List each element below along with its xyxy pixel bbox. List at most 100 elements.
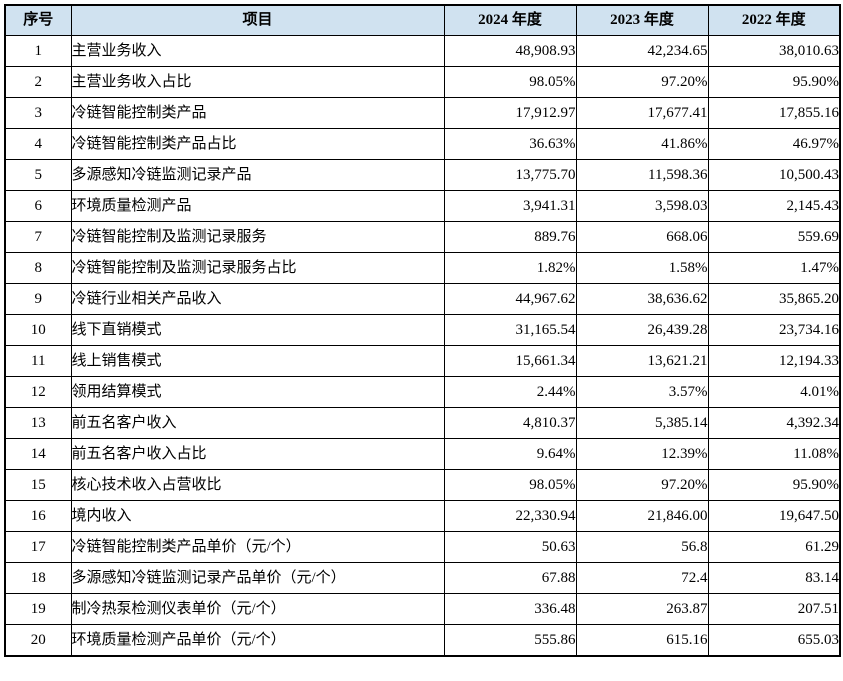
table-row: 17 冷链智能控制类产品单价（元/个） 50.63 56.8 61.29 [4, 531, 841, 563]
table-row: 3 冷链智能控制类产品 17,912.97 17,677.41 17,855.16 [4, 97, 841, 129]
item-name-cell: 核心技术收入占营收比 [70, 469, 445, 501]
table-row: 18 多源感知冷链监测记录产品单价（元/个） 67.88 72.4 83.14 [4, 562, 841, 594]
value-2022-cell: 95.90% [707, 469, 841, 501]
item-name-cell: 多源感知冷链监测记录产品单价（元/个） [70, 562, 445, 594]
value-2023-cell: 21,846.00 [575, 500, 709, 532]
item-name-cell: 冷链智能控制类产品 [70, 97, 445, 129]
value-2024-cell: 1.82% [443, 252, 577, 284]
row-number-cell: 10 [4, 314, 72, 346]
value-2024-cell: 4,810.37 [443, 407, 577, 439]
value-2022-cell: 17,855.16 [707, 97, 841, 129]
item-name-cell: 冷链智能控制类产品单价（元/个） [70, 531, 445, 563]
value-2024-cell: 2.44% [443, 376, 577, 408]
item-name-cell: 环境质量检测产品单价（元/个） [70, 624, 445, 657]
row-number-cell: 19 [4, 593, 72, 625]
value-2024-cell: 67.88 [443, 562, 577, 594]
table-row: 13 前五名客户收入 4,810.37 5,385.14 4,392.34 [4, 407, 841, 439]
table-row: 19 制冷热泵检测仪表单价（元/个） 336.48 263.87 207.51 [4, 593, 841, 625]
value-2024-cell: 22,330.94 [443, 500, 577, 532]
value-2022-cell: 35,865.20 [707, 283, 841, 315]
value-2022-cell: 559.69 [707, 221, 841, 253]
value-2022-cell: 12,194.33 [707, 345, 841, 377]
column-header-item: 项目 [70, 4, 445, 36]
value-2024-cell: 36.63% [443, 128, 577, 160]
financial-table: 序号 项目 2024 年度 2023 年度 2022 年度 1 主营业务收入 48,… [4, 4, 841, 657]
table-row: 2 主营业务收入占比 98.05% 97.20% 95.90% [4, 66, 841, 98]
column-header-2024: 2024 年度 [443, 4, 577, 36]
value-2023-cell: 1.58% [575, 252, 709, 284]
value-2023-cell: 41.86% [575, 128, 709, 160]
value-2023-cell: 42,234.65 [575, 35, 709, 67]
value-2023-cell: 56.8 [575, 531, 709, 563]
row-number-cell: 11 [4, 345, 72, 377]
table-row: 14 前五名客户收入占比 9.64% 12.39% 11.08% [4, 438, 841, 470]
value-2023-cell: 11,598.36 [575, 159, 709, 191]
item-name-cell: 冷链智能控制及监测记录服务占比 [70, 252, 445, 284]
table-row: 1 主营业务收入 48,908.93 42,234.65 38,010.63 [4, 35, 841, 67]
table-row: 7 冷链智能控制及监测记录服务 889.76 668.06 559.69 [4, 221, 841, 253]
value-2022-cell: 95.90% [707, 66, 841, 98]
row-number-cell: 5 [4, 159, 72, 191]
value-2022-cell: 61.29 [707, 531, 841, 563]
row-number-cell: 9 [4, 283, 72, 315]
value-2022-cell: 4.01% [707, 376, 841, 408]
row-number-cell: 7 [4, 221, 72, 253]
item-name-cell: 主营业务收入 [70, 35, 445, 67]
item-name-cell: 领用结算模式 [70, 376, 445, 408]
value-2022-cell: 46.97% [707, 128, 841, 160]
row-number-cell: 14 [4, 438, 72, 470]
value-2023-cell: 3,598.03 [575, 190, 709, 222]
value-2023-cell: 615.16 [575, 624, 709, 657]
item-name-cell: 多源感知冷链监测记录产品 [70, 159, 445, 191]
row-number-cell: 6 [4, 190, 72, 222]
row-number-cell: 17 [4, 531, 72, 563]
table-row: 10 线下直销模式 31,165.54 26,439.28 23,734.16 [4, 314, 841, 346]
item-name-cell: 环境质量检测产品 [70, 190, 445, 222]
row-number-cell: 4 [4, 128, 72, 160]
value-2023-cell: 26,439.28 [575, 314, 709, 346]
table-row: 4 冷链智能控制类产品占比 36.63% 41.86% 46.97% [4, 128, 841, 160]
item-name-cell: 冷链智能控制及监测记录服务 [70, 221, 445, 253]
item-name-cell: 前五名客户收入 [70, 407, 445, 439]
value-2023-cell: 38,636.62 [575, 283, 709, 315]
value-2022-cell: 207.51 [707, 593, 841, 625]
value-2022-cell: 1.47% [707, 252, 841, 284]
item-name-cell: 前五名客户收入占比 [70, 438, 445, 470]
table-row: 11 线上销售模式 15,661.34 13,621.21 12,194.33 [4, 345, 841, 377]
table-row: 6 环境质量检测产品 3,941.31 3,598.03 2,145.43 [4, 190, 841, 222]
value-2023-cell: 3.57% [575, 376, 709, 408]
value-2022-cell: 10,500.43 [707, 159, 841, 191]
table-row: 16 境内收入 22,330.94 21,846.00 19,647.50 [4, 500, 841, 532]
item-name-cell: 线上销售模式 [70, 345, 445, 377]
table-header-row: 序号 项目 2024 年度 2023 年度 2022 年度 [4, 4, 841, 36]
value-2022-cell: 11.08% [707, 438, 841, 470]
value-2024-cell: 336.48 [443, 593, 577, 625]
item-name-cell: 境内收入 [70, 500, 445, 532]
value-2024-cell: 50.63 [443, 531, 577, 563]
table-row: 9 冷链行业相关产品收入 44,967.62 38,636.62 35,865.20 [4, 283, 841, 315]
item-name-cell: 冷链行业相关产品收入 [70, 283, 445, 315]
value-2023-cell: 263.87 [575, 593, 709, 625]
value-2023-cell: 17,677.41 [575, 97, 709, 129]
value-2024-cell: 555.86 [443, 624, 577, 657]
value-2023-cell: 668.06 [575, 221, 709, 253]
value-2022-cell: 4,392.34 [707, 407, 841, 439]
value-2022-cell: 19,647.50 [707, 500, 841, 532]
table-row: 20 环境质量检测产品单价（元/个） 555.86 615.16 655.03 [4, 624, 841, 657]
value-2022-cell: 655.03 [707, 624, 841, 657]
value-2022-cell: 2,145.43 [707, 190, 841, 222]
row-number-cell: 1 [4, 35, 72, 67]
value-2024-cell: 9.64% [443, 438, 577, 470]
value-2024-cell: 3,941.31 [443, 190, 577, 222]
column-header-no: 序号 [4, 4, 72, 36]
column-header-2022: 2022 年度 [707, 4, 841, 36]
value-2024-cell: 31,165.54 [443, 314, 577, 346]
table-row: 15 核心技术收入占营收比 98.05% 97.20% 95.90% [4, 469, 841, 501]
item-name-cell: 制冷热泵检测仪表单价（元/个） [70, 593, 445, 625]
table-row: 8 冷链智能控制及监测记录服务占比 1.82% 1.58% 1.47% [4, 252, 841, 284]
row-number-cell: 12 [4, 376, 72, 408]
item-name-cell: 冷链智能控制类产品占比 [70, 128, 445, 160]
row-number-cell: 8 [4, 252, 72, 284]
column-header-2023: 2023 年度 [575, 4, 709, 36]
